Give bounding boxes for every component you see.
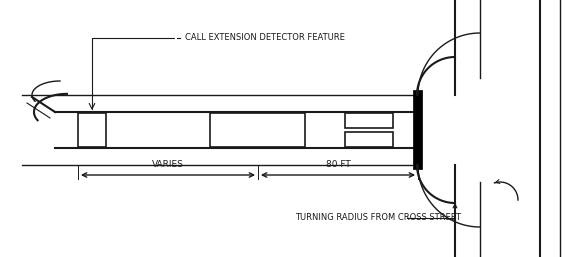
- Bar: [210, 113, 305, 147]
- Bar: [78, 113, 106, 147]
- Bar: [345, 113, 393, 128]
- Text: 80 FT: 80 FT: [325, 160, 350, 169]
- Text: CALL EXTENSION DETECTOR FEATURE: CALL EXTENSION DETECTOR FEATURE: [185, 33, 345, 42]
- Text: TURNING RADIUS FROM CROSS STREET: TURNING RADIUS FROM CROSS STREET: [295, 214, 461, 223]
- Bar: [345, 132, 393, 147]
- Text: VARIES: VARIES: [152, 160, 184, 169]
